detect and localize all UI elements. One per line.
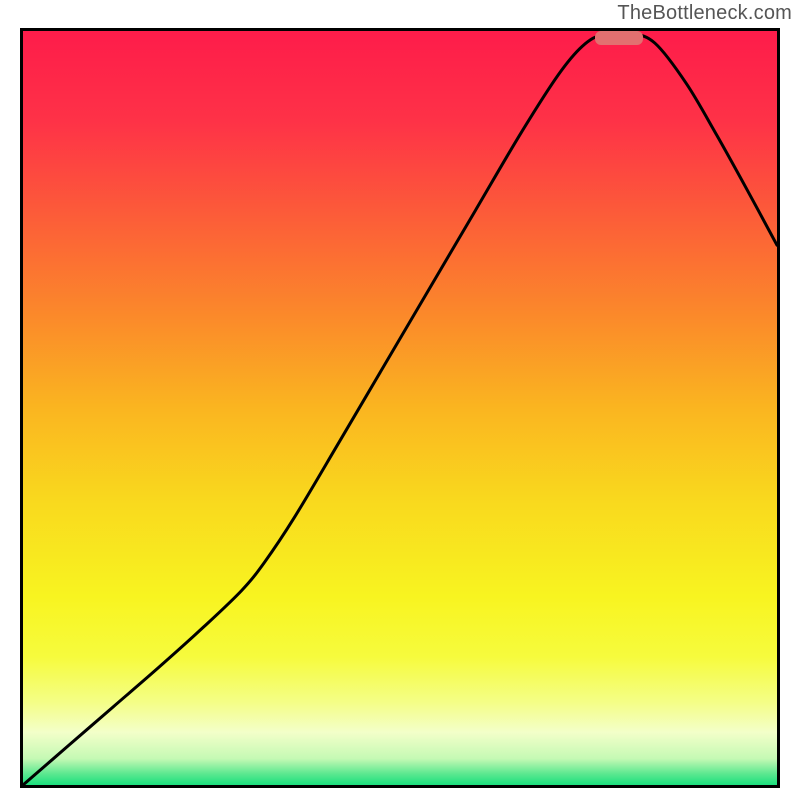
plot-area — [23, 31, 777, 785]
bottleneck-chart: { "watermark": { "text": "TheBottleneck.… — [0, 0, 800, 800]
optimal-marker — [595, 31, 643, 45]
watermark-text: TheBottleneck.com — [617, 2, 792, 25]
bottleneck-curve — [23, 31, 777, 785]
plot-frame — [20, 28, 780, 788]
